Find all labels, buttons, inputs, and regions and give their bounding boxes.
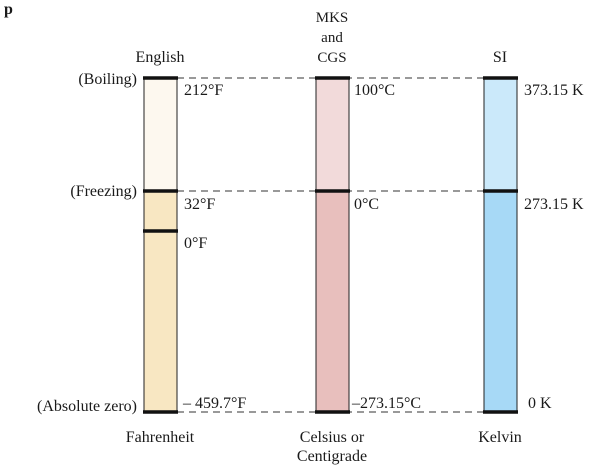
level-lines — [177, 77, 484, 413]
absolute-zero-label: (Absolute zero) — [37, 398, 137, 415]
kelvin-column-lower — [483, 190, 518, 413]
english-header: English — [136, 49, 185, 66]
kelvin-column-upper — [483, 77, 518, 192]
mks-header-line1: MKS — [316, 10, 349, 26]
celsius-unit-name-line2: Centigrade — [297, 448, 367, 465]
boiling-label: (Boiling) — [78, 71, 137, 88]
kelvin-boiling-value: 373.15 K — [524, 82, 584, 99]
celsius-boiling-value: 100°C — [354, 82, 395, 99]
celsius-unit-name-line1: Celsius or — [300, 429, 365, 446]
fahrenheit-unit-name: Fahrenheit — [126, 429, 195, 446]
header-text: p — [4, 1, 13, 18]
fahrenheit-zero-value: 0°F — [184, 235, 207, 252]
si-header: SI — [493, 49, 507, 66]
kelvin-absolute-zero-value: 0 K — [528, 395, 552, 412]
freezing-label: (Freezing) — [70, 183, 137, 200]
celsius-column-upper — [315, 77, 350, 192]
fahrenheit-absolute-zero-value: – 459.7°F — [182, 395, 246, 412]
fahrenheit-boiling-value: 212°F — [184, 82, 223, 99]
kelvin-freezing-value: 273.15 K — [524, 196, 584, 213]
fahrenheit-column-lower — [143, 190, 178, 413]
fahrenheit-column-upper — [143, 77, 178, 192]
celsius-freezing-value: 0°C — [354, 196, 379, 213]
celsius-column-lower — [315, 190, 350, 413]
celsius-absolute-zero-value: –273.15°C — [351, 395, 421, 412]
kelvin-unit-name: Kelvin — [478, 429, 522, 446]
fahrenheit-freezing-value: 32°F — [184, 196, 215, 213]
mks-header-line2: and — [321, 30, 343, 46]
tick-marks — [143, 76, 518, 414]
mks-header-line3: CGS — [317, 50, 346, 66]
